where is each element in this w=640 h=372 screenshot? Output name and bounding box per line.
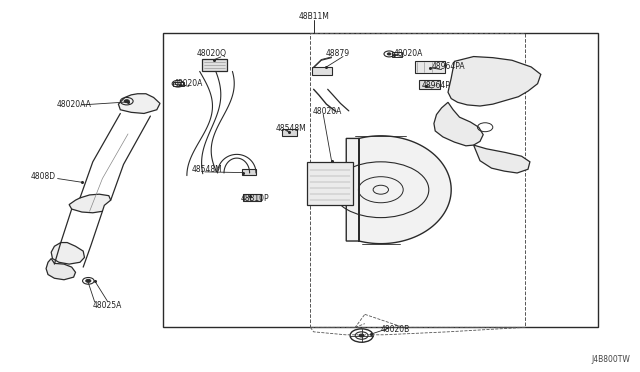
- Bar: [173, 82, 184, 86]
- Circle shape: [86, 279, 91, 282]
- Bar: [242, 169, 256, 175]
- Bar: [307, 162, 353, 205]
- Text: J4B800TW: J4B800TW: [591, 355, 630, 364]
- Bar: [282, 129, 297, 136]
- Bar: [163, 33, 598, 327]
- Bar: [419, 80, 440, 89]
- Text: 48020Q: 48020Q: [196, 49, 226, 58]
- Text: 48548M: 48548M: [191, 165, 222, 174]
- Text: 48020B: 48020B: [381, 325, 410, 334]
- Polygon shape: [69, 194, 111, 213]
- Text: 48964P: 48964P: [422, 81, 451, 90]
- Polygon shape: [474, 145, 530, 173]
- Text: 4808D: 4808D: [31, 172, 56, 181]
- Bar: [392, 52, 402, 57]
- Bar: [202, 59, 227, 71]
- Text: 48025A: 48025A: [93, 301, 122, 310]
- Circle shape: [387, 53, 391, 55]
- Bar: [415, 61, 445, 73]
- Text: 48020A: 48020A: [174, 79, 204, 88]
- Polygon shape: [51, 243, 84, 264]
- Polygon shape: [434, 102, 483, 146]
- Text: 48B11M: 48B11M: [298, 12, 329, 21]
- Polygon shape: [46, 259, 76, 280]
- Circle shape: [124, 100, 129, 103]
- Text: 48964PA: 48964PA: [431, 62, 465, 71]
- Polygon shape: [346, 136, 451, 244]
- Text: 48879: 48879: [326, 49, 350, 58]
- Polygon shape: [448, 57, 541, 106]
- Text: 48548M: 48548M: [276, 124, 307, 133]
- Circle shape: [359, 334, 364, 337]
- Bar: [310, 33, 525, 327]
- Text: 48810P: 48810P: [241, 194, 269, 203]
- Text: 48020A: 48020A: [394, 49, 423, 58]
- Bar: [312, 67, 332, 75]
- Polygon shape: [118, 94, 160, 113]
- Text: 48020A: 48020A: [313, 107, 342, 116]
- Text: 48020AA: 48020AA: [56, 100, 91, 109]
- Bar: [243, 194, 261, 201]
